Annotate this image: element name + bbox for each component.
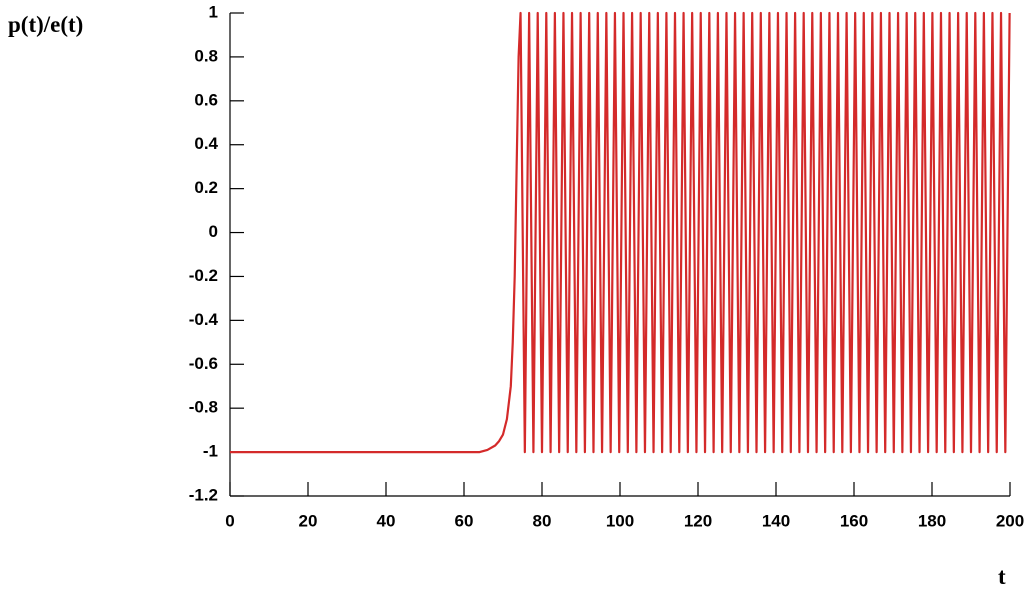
- x-tick-label: 180: [918, 511, 946, 530]
- x-tick-label: 160: [840, 511, 868, 530]
- y-tick-label: -0.8: [189, 398, 218, 417]
- x-tick-label: 40: [377, 511, 396, 530]
- x-tick-label: 0: [225, 511, 234, 530]
- x-tick-label: 80: [533, 511, 552, 530]
- y-tick-label: 0.2: [194, 178, 218, 197]
- y-tick-label: -0.4: [189, 310, 219, 329]
- y-tick-label: 1: [209, 2, 218, 21]
- y-tick-label: 0.8: [194, 46, 218, 65]
- x-tick-label: 60: [455, 511, 474, 530]
- y-tick-label: -0.6: [189, 354, 218, 373]
- y-axis-title: p(t)/e(t): [8, 12, 83, 37]
- x-tick-label: 120: [684, 511, 712, 530]
- y-tick-label: 0.4: [194, 134, 218, 153]
- x-tick-label: 100: [606, 511, 634, 530]
- x-axis-title: t: [998, 564, 1006, 589]
- x-tick-label: 20: [299, 511, 318, 530]
- x-tick-label: 200: [996, 511, 1024, 530]
- y-tick-label: 0: [209, 222, 218, 241]
- data-line: [230, 11, 1011, 454]
- y-tick-label: -0.2: [189, 266, 218, 285]
- y-tick-label: -1.2: [189, 485, 218, 504]
- y-tick-label: -1: [203, 442, 218, 461]
- y-tick-label: 0.6: [194, 90, 218, 109]
- x-tick-label: 140: [762, 511, 790, 530]
